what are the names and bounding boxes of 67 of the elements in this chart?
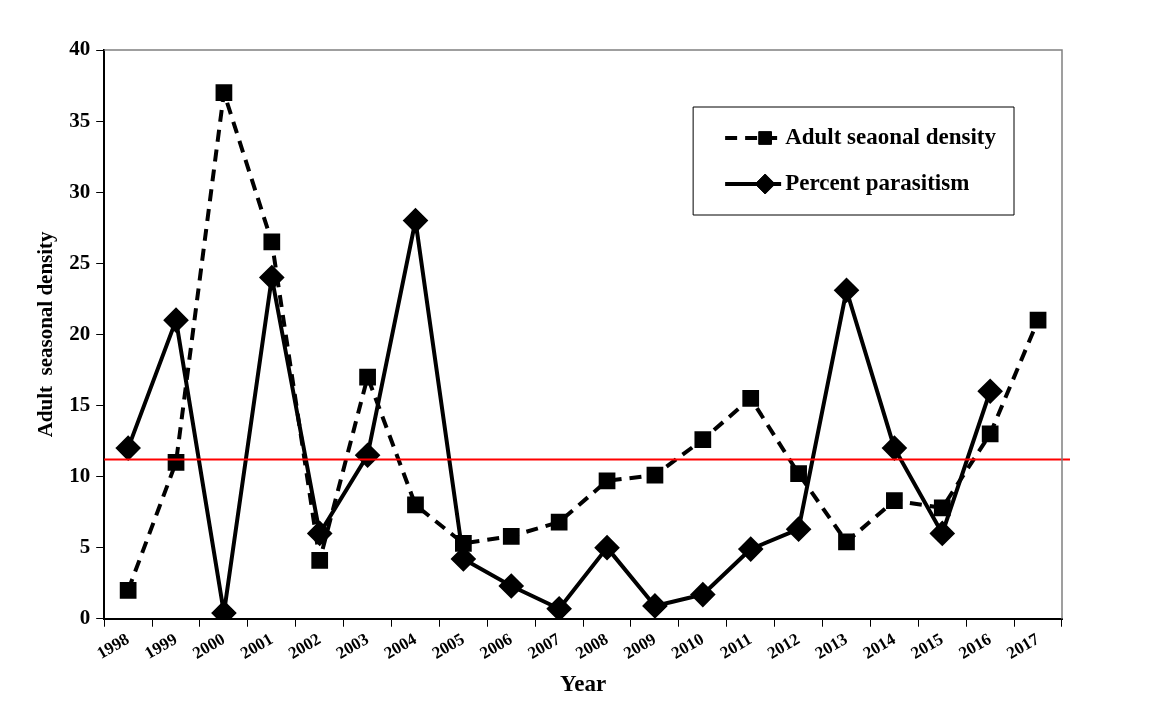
point xyxy=(407,496,424,514)
point xyxy=(550,513,568,531)
x-tick-label: 2012 xyxy=(763,629,803,663)
x-tick-label: 2002 xyxy=(284,629,324,663)
point xyxy=(690,582,715,607)
point xyxy=(1029,311,1047,329)
point xyxy=(263,233,281,251)
x-tick-label: 2011 xyxy=(716,629,755,663)
point xyxy=(119,581,137,599)
point xyxy=(786,517,811,542)
y-axis-title: Adult seasonal density xyxy=(33,230,58,438)
y-tick-label: 20 xyxy=(69,320,91,345)
point xyxy=(642,593,667,618)
x-tick-label: 2004 xyxy=(380,629,421,663)
point xyxy=(981,425,999,443)
x-tick-label: 2001 xyxy=(237,629,277,663)
y-tick-label: 40 xyxy=(69,36,91,61)
x-tick-label: 2009 xyxy=(620,629,660,663)
point xyxy=(838,533,855,551)
point xyxy=(790,465,807,483)
x-tick-label: 2015 xyxy=(907,629,947,663)
y-tick-label: 15 xyxy=(69,391,91,416)
x-axis-title: Year xyxy=(560,671,607,697)
x-tick-label: 2000 xyxy=(189,629,229,663)
x-tick-label: 2016 xyxy=(955,629,995,663)
x-tick-label: 2010 xyxy=(668,629,708,663)
y-tick-label: 10 xyxy=(69,462,91,487)
point xyxy=(834,278,859,303)
point xyxy=(882,436,907,461)
point xyxy=(116,436,141,461)
point xyxy=(499,574,524,599)
x-tick-label: 1999 xyxy=(141,629,181,663)
point xyxy=(598,472,616,490)
point xyxy=(403,208,428,233)
x-tick-label: 2013 xyxy=(811,629,851,663)
point xyxy=(455,535,472,552)
y-tick-label: 5 xyxy=(79,534,91,559)
legend-label: Percent parasitism xyxy=(785,169,970,195)
point xyxy=(164,308,189,333)
point xyxy=(694,431,712,448)
y-tick-label: 35 xyxy=(69,107,91,132)
point xyxy=(595,535,620,560)
y-tick-label: 0 xyxy=(79,605,91,630)
point xyxy=(502,527,520,545)
point xyxy=(215,84,233,102)
x-tick-label: 2014 xyxy=(859,629,900,663)
x-tick-label: 2006 xyxy=(476,629,516,663)
point xyxy=(359,368,376,386)
point xyxy=(738,537,763,562)
point xyxy=(742,389,760,407)
x-tick-label: 1998 xyxy=(93,629,133,663)
point xyxy=(646,466,664,484)
point xyxy=(886,492,903,510)
x-tick-label: 2008 xyxy=(572,629,612,663)
x-tick-label: 2007 xyxy=(524,629,564,663)
point xyxy=(547,596,572,619)
point xyxy=(933,499,951,517)
point xyxy=(978,379,1003,404)
point xyxy=(930,521,955,546)
point xyxy=(311,552,329,569)
x-tick-label: 2017 xyxy=(1003,629,1043,663)
x-tick-label: 2003 xyxy=(332,629,372,663)
point xyxy=(259,265,284,290)
x-tick-label: 2005 xyxy=(428,629,468,663)
y-tick-label: 25 xyxy=(69,249,91,274)
y-tick-label: 30 xyxy=(69,178,91,203)
legend-label: Adult seaonal density xyxy=(785,123,997,149)
